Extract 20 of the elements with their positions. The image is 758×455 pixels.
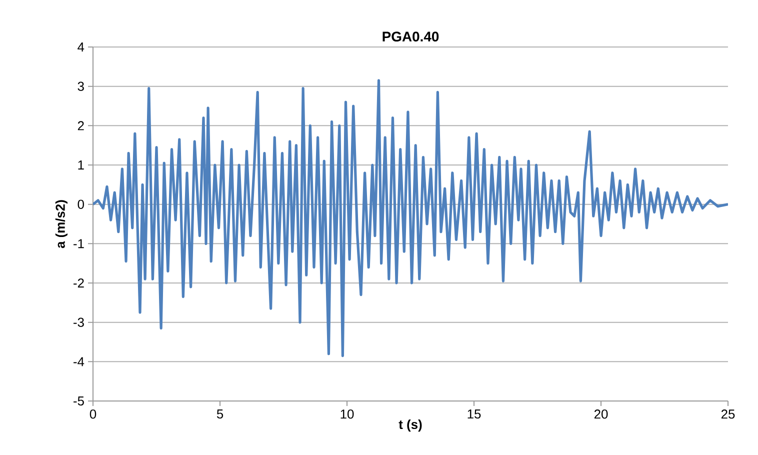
chart-title: PGA0.40	[382, 32, 439, 42]
x-axis-title: t (s)	[398, 420, 422, 432]
y-tick-label: -5	[74, 396, 84, 406]
x-tick-label: 20	[594, 410, 608, 419]
y-tick-label: -1	[74, 239, 84, 248]
x-tick-label: 0	[90, 410, 96, 419]
x-tick-label: 10	[340, 410, 354, 419]
x-tick-label: 25	[721, 410, 735, 419]
y-axis-title: a (m/s2)	[55, 200, 68, 248]
y-tick-label: 4	[78, 42, 84, 52]
y-tick-label: -3	[74, 318, 84, 327]
y-tick-label: 3	[78, 82, 84, 91]
y-tick-label: -4	[74, 357, 84, 366]
y-tick-label: 2	[78, 121, 84, 130]
y-tick-label: -2	[74, 278, 84, 288]
line-series	[93, 79, 728, 358]
y-tick-label: 0	[78, 200, 84, 209]
x-tick-label: 15	[468, 410, 481, 419]
x-tick-label: 5	[216, 410, 224, 419]
y-tick-label: 1	[78, 160, 84, 170]
